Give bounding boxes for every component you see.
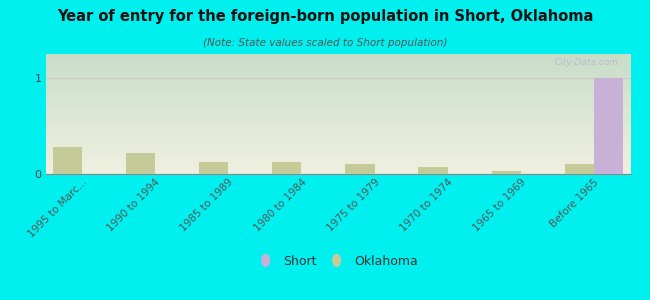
Bar bbox=[126, 153, 155, 174]
Text: Year of entry for the foreign-born population in Short, Oklahoma: Year of entry for the foreign-born popul… bbox=[57, 9, 593, 24]
Text: (Note: State values scaled to Short population): (Note: State values scaled to Short popu… bbox=[203, 38, 447, 47]
Bar bbox=[199, 163, 228, 174]
Legend: Short, Oklahoma: Short, Oklahoma bbox=[253, 250, 423, 273]
Text: City-Data.com: City-Data.com bbox=[555, 58, 619, 67]
Bar bbox=[491, 171, 521, 174]
Bar bbox=[272, 163, 302, 174]
Bar bbox=[594, 78, 623, 174]
Bar bbox=[565, 164, 594, 174]
Bar bbox=[345, 164, 374, 174]
Bar bbox=[419, 167, 448, 174]
Bar bbox=[53, 147, 82, 174]
